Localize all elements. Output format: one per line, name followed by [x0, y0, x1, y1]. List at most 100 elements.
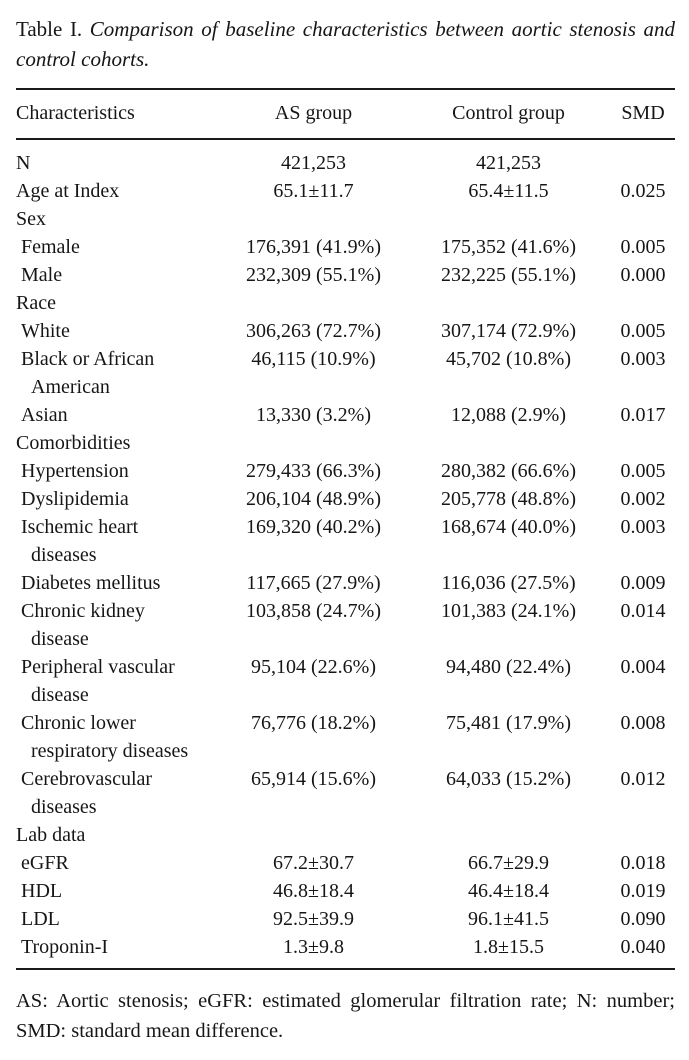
table-title: Table I. Comparison of baseline characte…: [16, 14, 675, 74]
table-row: Peripheral vascular disease 95,104 (22.6%…: [16, 653, 675, 709]
row-label: Troponin-I: [21, 936, 109, 958]
as-group-value: 65,914 (15.6%): [251, 768, 376, 790]
control-group-value: 65.4±11.5: [468, 180, 549, 202]
as-group-value: 421,253: [281, 152, 346, 174]
control-group-value: 421,253: [476, 152, 541, 174]
smd-value: 0.004: [620, 656, 666, 678]
as-group-value: 13,330 (3.2%): [256, 404, 371, 426]
table-row: Diabetes mellitus 117,665 (27.9%) 116,036 …: [16, 569, 675, 597]
row-label: Diabetes mellitus: [21, 572, 161, 594]
as-group-value: [221, 289, 406, 317]
row-label: Female: [21, 236, 80, 258]
as-group-value: 306,263 (72.7%): [246, 320, 381, 342]
control-group-value: 168,674 (40.0%): [441, 516, 576, 538]
smd-value: 0.019: [620, 880, 666, 902]
col-header-smd: SMD: [611, 89, 675, 140]
row-label: N: [16, 152, 31, 174]
table-row: Race: [16, 289, 675, 317]
control-group-value: 307,174 (72.9%): [441, 320, 576, 342]
smd-value: 0.012: [620, 768, 666, 790]
row-label: Comorbidities: [16, 432, 131, 454]
row-label: Male: [21, 264, 63, 286]
table-title-label: Table I.: [16, 17, 83, 41]
table-row: White 306,263 (72.7%) 307,174 (72.9%) 0.005: [16, 317, 675, 345]
control-group-value: 1.8±15.5: [473, 936, 544, 958]
baseline-characteristics-table: Characteristics AS group Control group S…: [16, 88, 675, 970]
smd-value: [611, 139, 675, 177]
as-group-value: 169,320 (40.2%): [246, 516, 381, 538]
control-group-value: 64,033 (15.2%): [446, 768, 571, 790]
as-group-value: 117,665 (27.9%): [246, 572, 381, 594]
row-label: HDL: [21, 880, 63, 902]
as-group-value: 176,391 (41.9%): [246, 236, 381, 258]
control-group-value: 101,383 (24.1%): [441, 600, 576, 622]
as-group-value: 76,776 (18.2%): [251, 712, 376, 734]
as-group-value: 92.5±39.9: [273, 908, 354, 930]
row-label: Hypertension: [21, 460, 129, 482]
table-row: Female 176,391 (41.9%) 175,352 (41.6%) 0.00…: [16, 233, 675, 261]
table-row: Chronic kidney disease 103,858 (24.7%) 101…: [16, 597, 675, 653]
row-label: Black or African American: [21, 348, 155, 398]
table-row: Cerebrovascular diseases 65,914 (15.6%) 64…: [16, 765, 675, 821]
control-group-value: [406, 821, 611, 849]
table-row: Asian 13,330 (3.2%) 12,088 (2.9%) 0.017: [16, 401, 675, 429]
smd-value: [611, 821, 675, 849]
smd-value: 0.014: [620, 600, 666, 622]
control-group-value: 12,088 (2.9%): [451, 404, 566, 426]
table-header-row: Characteristics AS group Control group S…: [16, 89, 675, 140]
row-label: Ischemic heart diseases: [21, 516, 139, 566]
table-row: Black or African American 46,115 (10.9%) 4…: [16, 345, 675, 401]
table-row: HDL 46.8±18.4 46.4±18.4 0.019: [16, 877, 675, 905]
col-header-control-group: Control group: [406, 89, 611, 140]
table-row: Age at Index 65.1±11.7 65.4±11.5 0.025: [16, 177, 675, 205]
as-group-value: 67.2±30.7: [273, 852, 354, 874]
as-group-value: [221, 205, 406, 233]
table-row: Chronic lower respiratory diseases 76,776…: [16, 709, 675, 765]
as-group-value: 1.3±9.8: [283, 936, 344, 958]
col-header-as-group: AS group: [221, 89, 406, 140]
smd-value: 0.005: [620, 236, 666, 258]
control-group-value: 46.4±18.4: [468, 880, 549, 902]
control-group-value: 66.7±29.9: [468, 852, 549, 874]
control-group-value: 116,036 (27.5%): [441, 572, 576, 594]
as-group-value: 232,309 (55.1%): [246, 264, 381, 286]
control-group-value: 280,382 (66.6%): [441, 460, 576, 482]
table-row: Troponin-I 1.3±9.8 1.8±15.5 0.040: [16, 933, 675, 969]
as-group-value: 103,858 (24.7%): [246, 600, 381, 622]
as-group-value: 95,104 (22.6%): [251, 656, 376, 678]
smd-value: 0.025: [620, 180, 666, 202]
row-label: Race: [16, 292, 56, 314]
as-group-value: 46.8±18.4: [273, 880, 354, 902]
table-footnote: AS: Aortic stenosis; eGFR: estimated glo…: [16, 990, 675, 1042]
row-label: Dyslipidemia: [21, 488, 129, 510]
control-group-value: 45,702 (10.8%): [446, 348, 571, 370]
row-label: eGFR: [21, 852, 69, 874]
control-group-value: 205,778 (48.8%): [441, 488, 576, 510]
row-label: Cerebrovascular diseases: [21, 768, 153, 818]
control-group-value: [406, 289, 611, 317]
control-group-value: 232,225 (55.1%): [441, 264, 576, 286]
as-group-value: [221, 821, 406, 849]
smd-value: [611, 429, 675, 457]
smd-value: [611, 289, 675, 317]
row-label: Asian: [21, 404, 68, 426]
table-body: N 421,253 421,253 Age at Index 65.1±11.7 65.4…: [16, 139, 675, 969]
row-label: Sex: [16, 208, 46, 230]
table-row: LDL 92.5±39.9 96.1±41.5 0.090: [16, 905, 675, 933]
as-group-value: [221, 429, 406, 457]
table-title-caption: Comparison of baseline characteristics b…: [16, 17, 675, 71]
smd-value: 0.005: [620, 460, 666, 482]
smd-value: 0.000: [620, 264, 666, 286]
control-group-value: 94,480 (22.4%): [446, 656, 571, 678]
row-label: Lab data: [16, 824, 86, 846]
control-group-value: [406, 429, 611, 457]
as-group-value: 206,104 (48.9%): [246, 488, 381, 510]
control-group-value: 96.1±41.5: [468, 908, 549, 930]
table-row: eGFR 67.2±30.7 66.7±29.9 0.018: [16, 849, 675, 877]
control-group-value: 175,352 (41.6%): [441, 236, 576, 258]
col-header-characteristics: Characteristics: [16, 89, 221, 140]
table-row: N 421,253 421,253: [16, 139, 675, 177]
row-label: LDL: [21, 908, 60, 930]
table-row: Dyslipidemia 206,104 (48.9%) 205,778 (48.8…: [16, 485, 675, 513]
